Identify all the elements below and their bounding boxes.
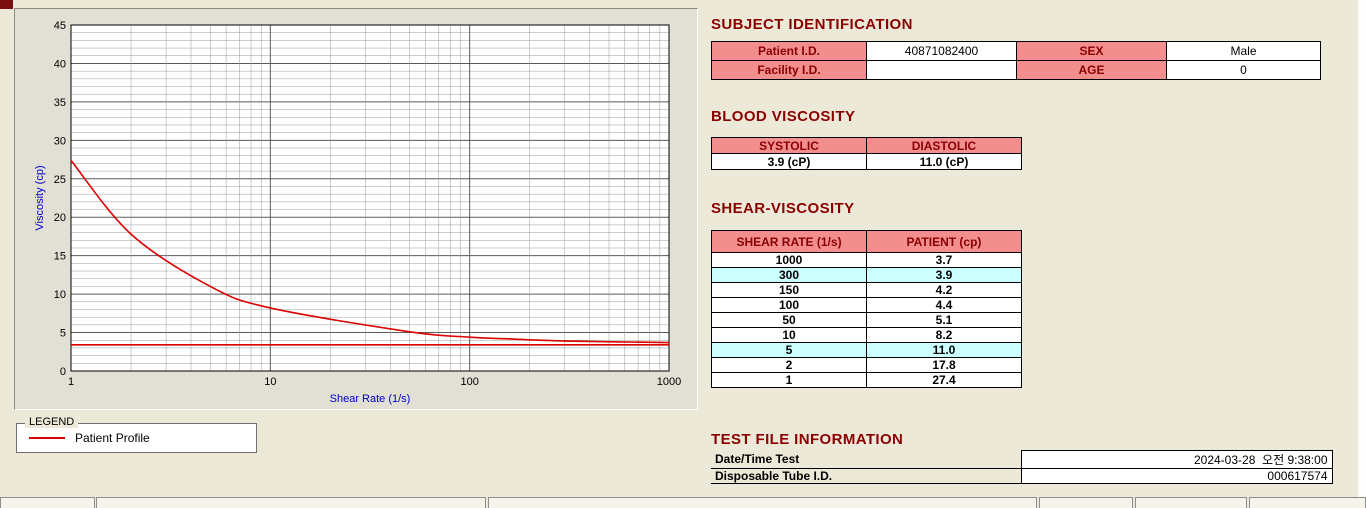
sex-label: SEX <box>1016 41 1167 61</box>
shear-value: 11.0 <box>866 342 1022 358</box>
viscosity-chart: 0 5 10 15 20 25 30 35 40 45 1 10 100 1000 Shear Rate (… <box>14 8 698 410</box>
svg-text:10: 10 <box>264 376 276 388</box>
window-corner-fragment <box>0 0 13 9</box>
bottom-cut-button-4[interactable] <box>1039 497 1133 508</box>
shear-rate: 5 <box>711 342 867 358</box>
svg-text:25: 25 <box>54 174 66 186</box>
age-label: AGE <box>1016 60 1167 80</box>
shear-rate: 50 <box>711 312 867 328</box>
shear-value: 4.4 <box>866 297 1022 313</box>
viscosity-chart-svg: 0 5 10 15 20 25 30 35 40 45 1 10 100 1000 Shear Rate (… <box>34 20 681 405</box>
svg-text:Viscosity (cp): Viscosity (cp) <box>34 165 46 230</box>
bottom-cut-button-3[interactable] <box>488 497 1037 508</box>
svg-text:0: 0 <box>60 366 66 378</box>
systolic-label: SYSTOLIC <box>711 137 867 154</box>
legend-frame: LEGEND Patient Profile <box>16 416 257 453</box>
test-file-information-heading: TEST FILE INFORMATION <box>711 431 904 448</box>
shear-value: 4.2 <box>866 282 1022 298</box>
svg-text:5: 5 <box>60 328 66 340</box>
shear-rate: 2 <box>711 357 867 373</box>
disposable-tube-id-label: Disposable Tube I.D. <box>711 468 1021 484</box>
table-row: Patient I.D. 40871082400 SEX Male <box>711 41 1321 61</box>
table-header-row: SHEAR RATE (1/s) PATIENT (cp) <box>711 230 1022 253</box>
bottom-cut-button-6[interactable] <box>1249 497 1366 508</box>
date-time-test-label: Date/Time Test <box>711 450 1021 469</box>
shear-value: 5.1 <box>866 312 1022 328</box>
subject-identification-table: Patient I.D. 40871082400 SEX Male Facili… <box>711 41 1321 80</box>
shear-rate: 100 <box>711 297 867 313</box>
svg-text:100: 100 <box>460 376 478 388</box>
right-edge-strip <box>1358 0 1366 508</box>
shear-row-6: 5 11.0 <box>711 342 1022 358</box>
shear-value: 27.4 <box>866 372 1022 388</box>
table-row: Facility I.D. AGE 0 <box>711 60 1321 80</box>
blood-viscosity-table: SYSTOLIC DIASTOLIC 3.9 (cP) 11.0 (cP) <box>711 137 1022 170</box>
shear-row-8: 1 27.4 <box>711 372 1022 388</box>
diastolic-value: 11.0 (cP) <box>866 153 1022 170</box>
patient-id-value: 40871082400 <box>866 41 1017 61</box>
bottom-cut-button-5[interactable] <box>1135 497 1247 508</box>
shear-rate: 10 <box>711 327 867 343</box>
facility-id-value <box>866 60 1017 80</box>
svg-text:35: 35 <box>54 97 66 109</box>
legend-caption: LEGEND <box>25 416 79 428</box>
svg-text:15: 15 <box>54 251 66 263</box>
shear-row-1: 300 3.9 <box>711 267 1022 283</box>
legend-line-swatch <box>29 437 65 439</box>
shear-viscosity-heading: SHEAR-VISCOSITY <box>711 200 855 217</box>
age-value: 0 <box>1166 60 1321 80</box>
shear-value: 17.8 <box>866 357 1022 373</box>
shear-rate: 1 <box>711 372 867 388</box>
systolic-value: 3.9 (cP) <box>711 153 867 170</box>
svg-text:45: 45 <box>54 20 66 32</box>
shear-row-5: 10 8.2 <box>711 327 1022 343</box>
shear-row-0: 1000 3.7 <box>711 252 1022 268</box>
svg-text:30: 30 <box>54 135 66 147</box>
sex-value: Male <box>1166 41 1321 61</box>
table-row: Date/Time Test 2024-03-28 오전 9:38:00 <box>711 450 1333 469</box>
shear-rate: 1000 <box>711 252 867 268</box>
shear-value: 8.2 <box>866 327 1022 343</box>
svg-text:Shear Rate (1/s): Shear Rate (1/s) <box>330 393 411 405</box>
svg-text:1000: 1000 <box>657 376 681 388</box>
diastolic-label: DIASTOLIC <box>866 137 1022 154</box>
date-time-test-value: 2024-03-28 오전 9:38:00 <box>1020 450 1333 469</box>
svg-text:20: 20 <box>54 212 66 224</box>
facility-id-label: Facility I.D. <box>711 60 867 80</box>
legend-entry-label: Patient Profile <box>75 431 150 445</box>
shear-rate: 150 <box>711 282 867 298</box>
patient-id-label: Patient I.D. <box>711 41 867 61</box>
subject-identification-heading: SUBJECT IDENTIFICATION <box>711 16 913 33</box>
blood-viscosity-heading: BLOOD VISCOSITY <box>711 108 856 125</box>
shear-value: 3.9 <box>866 267 1022 283</box>
shear-viscosity-table: SHEAR RATE (1/s) PATIENT (cp) 1000 3.7 3… <box>711 230 1022 388</box>
svg-text:10: 10 <box>54 289 66 301</box>
shear-row-2: 150 4.2 <box>711 282 1022 298</box>
shear-row-4: 50 5.1 <box>711 312 1022 328</box>
svg-text:1: 1 <box>68 376 74 388</box>
disposable-tube-id-value: 000617574 <box>1020 468 1333 484</box>
bottom-cut-button-1[interactable] <box>0 497 95 508</box>
table-row: Disposable Tube I.D. 000617574 <box>711 468 1333 484</box>
shear-value: 3.7 <box>866 252 1022 268</box>
svg-text:40: 40 <box>54 58 66 70</box>
test-file-information-table: Date/Time Test 2024-03-28 오전 9:38:00 Dis… <box>711 450 1333 484</box>
table-row: 3.9 (cP) 11.0 (cP) <box>711 153 1022 170</box>
table-row: SYSTOLIC DIASTOLIC <box>711 137 1022 154</box>
patient-column-header: PATIENT (cp) <box>866 230 1022 253</box>
shear-rate: 300 <box>711 267 867 283</box>
bottom-cut-button-2[interactable] <box>96 497 486 508</box>
shear-rate-column-header: SHEAR RATE (1/s) <box>711 230 867 253</box>
shear-row-7: 2 17.8 <box>711 357 1022 373</box>
shear-row-3: 100 4.4 <box>711 297 1022 313</box>
